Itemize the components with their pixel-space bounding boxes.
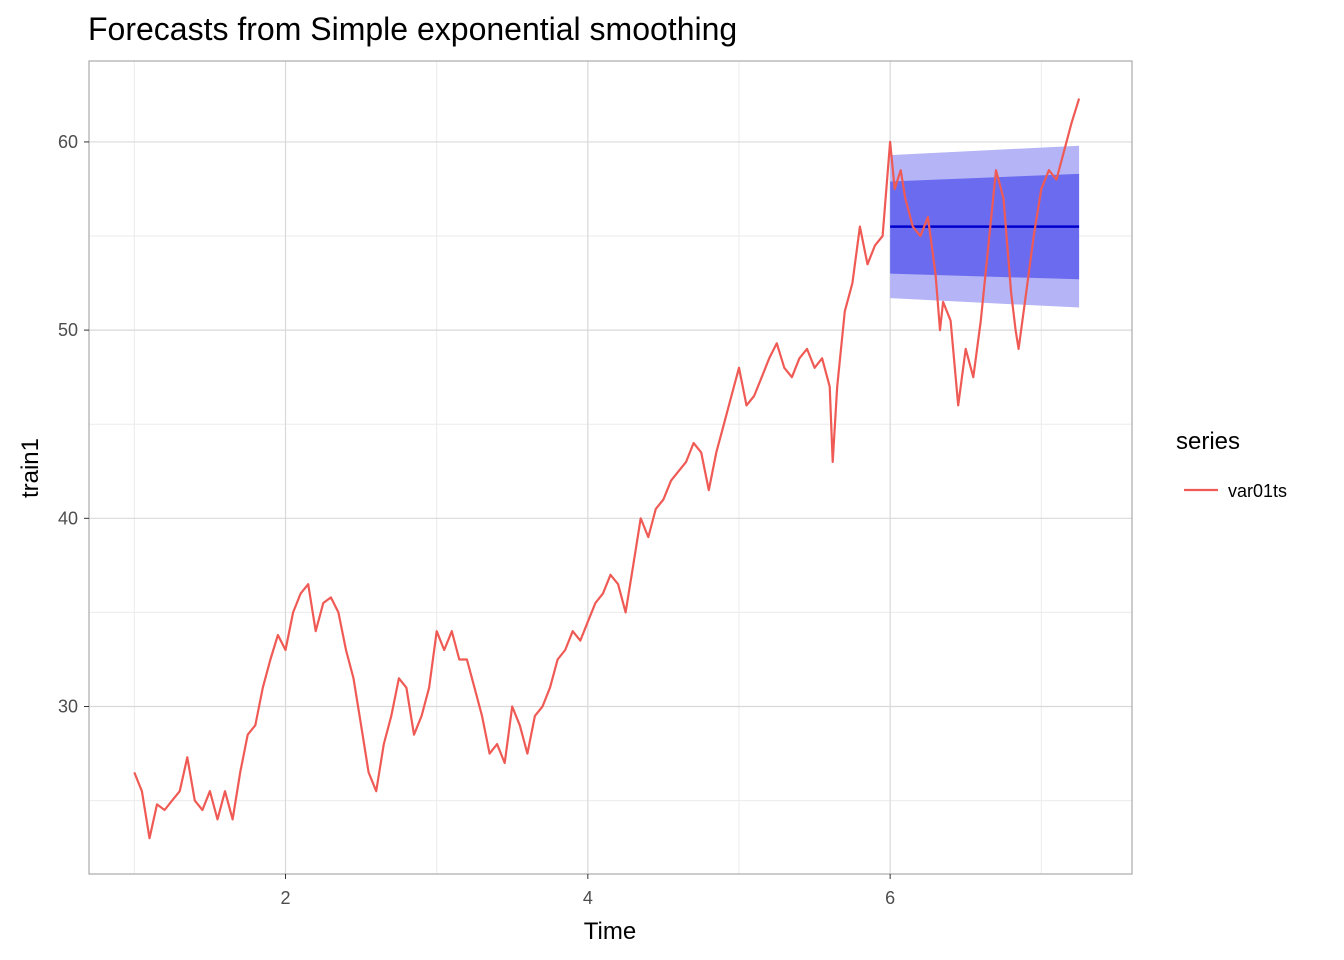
y-axis-title: train1 (17, 438, 44, 498)
series-line-var01ts (133, 98, 1081, 840)
x-tick-label: 2 (280, 888, 290, 908)
legend: series var01ts (1176, 428, 1287, 501)
y-axis-ticks: 30 40 50 60 (58, 132, 89, 717)
y-tick-label: 40 (58, 508, 78, 528)
panel-border (88, 60, 1133, 875)
legend-label-var01ts: var01ts (1228, 481, 1287, 501)
y-tick-label: 30 (58, 697, 78, 717)
y-tick-label: 50 (58, 320, 78, 340)
legend-title: series (1176, 428, 1240, 455)
series-lines (133, 98, 1081, 840)
chart-title: Forecasts from Simple exponential smooth… (88, 11, 737, 47)
x-tick-label: 6 (885, 888, 895, 908)
x-axis-title: Time (584, 918, 636, 945)
x-tick-label: 4 (583, 888, 593, 908)
y-tick-label: 60 (58, 132, 78, 152)
x-axis-ticks: 2 4 6 (280, 874, 895, 908)
